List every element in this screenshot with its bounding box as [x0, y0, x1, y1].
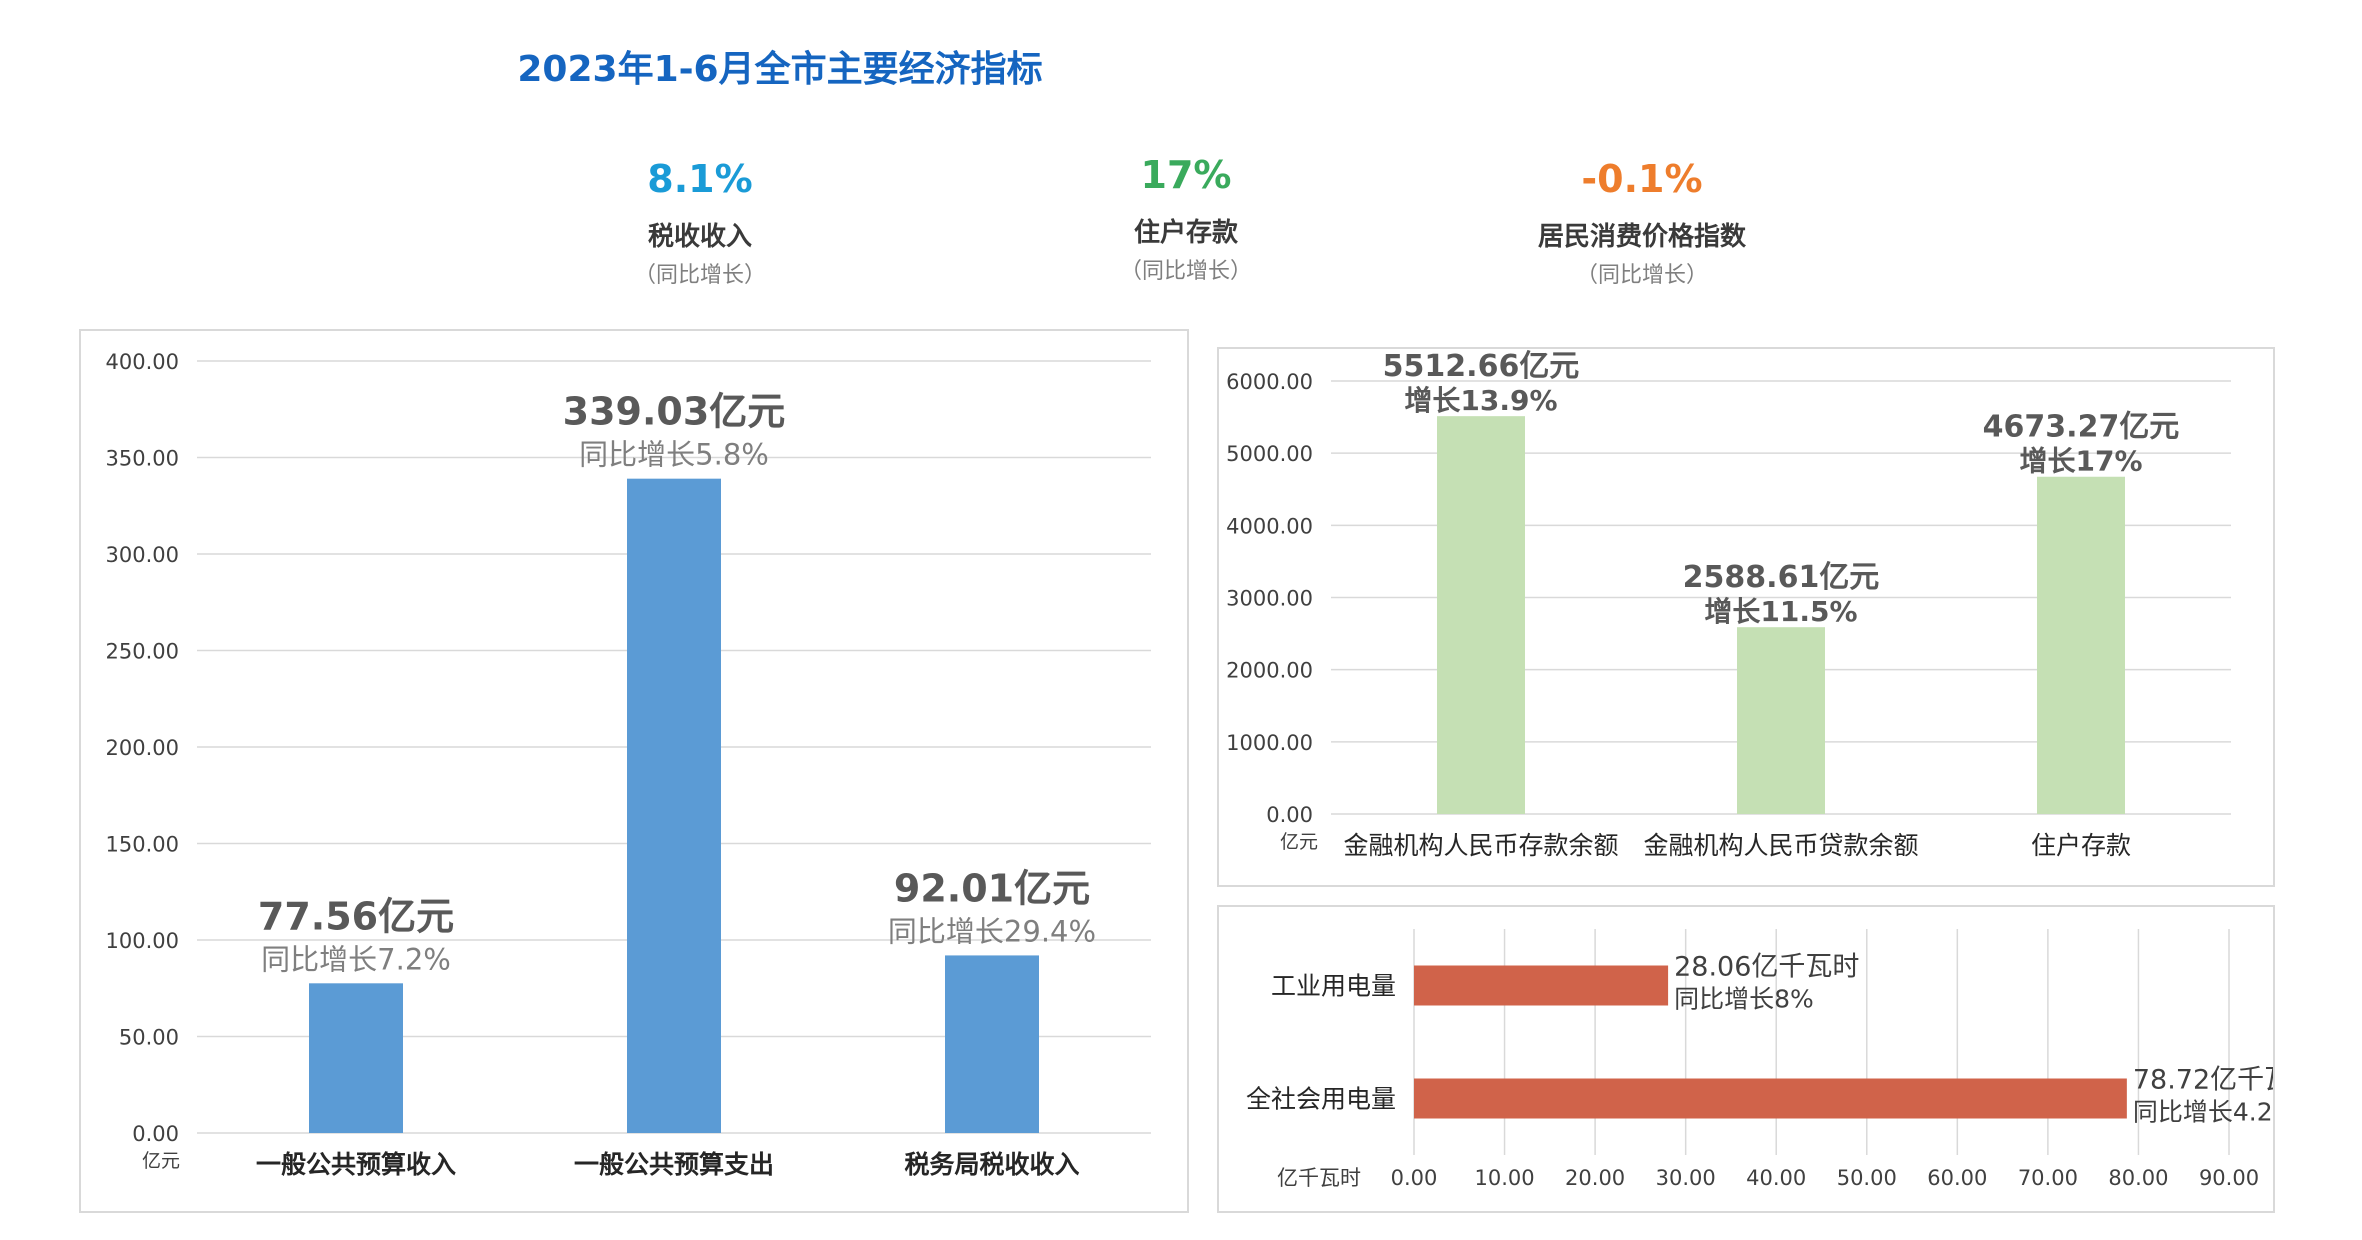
category-label: 住户存款: [2031, 831, 2131, 860]
y-tick-label: 4000.00: [1226, 514, 1313, 538]
kpi-sublabel: （同比增长）: [1575, 263, 1708, 288]
data-label: 4673.27亿元: [1983, 410, 2180, 445]
category-label: 一般公共预算支出: [574, 1150, 774, 1179]
kpi-value: -0.1%: [1581, 157, 1703, 201]
y-tick-label: 6000.00: [1226, 370, 1313, 394]
bar: [627, 478, 721, 1133]
electricity-chart-panel: 0.00 10.00 20.00 30.00 40.00 50.00 60.00 70.00 8…: [1217, 905, 2318, 1213]
data-label: 77.56亿元: [258, 894, 454, 938]
x-tick-label: 90.00: [2199, 1166, 2259, 1190]
y-tick-label: 200.00: [106, 736, 179, 760]
bar: [1737, 627, 1825, 814]
category-label: 一般公共预算收入: [256, 1150, 456, 1179]
budget-chart: 0.00 50.00 100.00 150.00 200.00 250.00 300.00 3…: [106, 350, 1151, 1179]
x-tick-label: 30.00: [1656, 1166, 1716, 1190]
x-tick-label: 70.00: [2018, 1166, 2078, 1190]
data-label: 92.01亿元: [894, 866, 1090, 910]
y-tick-label: 100.00: [106, 929, 179, 953]
x-unit-label: 亿千瓦时: [1277, 1166, 1361, 1190]
x-tick-label: 60.00: [1927, 1166, 1987, 1190]
kpi-cpi: -0.1% 居民消费价格指数 （同比增长）: [1462, 160, 1822, 289]
kpi-tax-revenue: 8.1% 税收收入 （同比增长）: [520, 160, 880, 289]
data-label: 339.03亿元: [563, 390, 786, 434]
growth-label: 同比增长4.2%: [2133, 1098, 2273, 1127]
bar: [1414, 1078, 2127, 1119]
x-tick-label: 80.00: [2108, 1166, 2168, 1190]
x-tick-label: 40.00: [1746, 1166, 1806, 1190]
kpi-value: 8.1%: [647, 157, 753, 201]
growth-label: 增长11.5%: [1704, 595, 1857, 628]
kpi-label: 住户存款: [1133, 218, 1238, 248]
y-tick-label: 50.00: [119, 1026, 179, 1050]
bar: [945, 955, 1039, 1133]
loans-deposits-chart: 0.00 1000.00 2000.00 3000.00 4000.00 5000.00 6…: [1226, 349, 2231, 860]
growth-label: 同比增长7.2%: [261, 942, 451, 976]
kpi-label: 税收收入: [647, 222, 752, 252]
bar: [1437, 416, 1525, 814]
y-tick-label: 300.00: [106, 543, 179, 567]
kpi-label: 居民消费价格指数: [1537, 222, 1746, 252]
y-tick-label: 5000.00: [1226, 442, 1313, 466]
category-label: 全社会用电量: [1246, 1085, 1396, 1114]
loans-deposits-chart-panel: 0.00 1000.00 2000.00 3000.00 4000.00 5000.00 6…: [1217, 347, 2275, 887]
y-tick-label: 3000.00: [1226, 587, 1313, 611]
y-tick-label: 0.00: [1266, 803, 1313, 827]
category-label: 金融机构人民币贷款余额: [1643, 831, 1918, 860]
data-label: 28.06亿千瓦时: [1674, 952, 1859, 983]
x-tick-label: 50.00: [1837, 1166, 1897, 1190]
y-unit-label: 亿元: [142, 1150, 180, 1172]
kpi-sublabel: （同比增长）: [633, 263, 766, 288]
bar: [309, 983, 403, 1133]
page-title: 2023年1-6月全市主要经济指标: [517, 49, 1043, 90]
y-tick-label: 150.00: [106, 833, 179, 857]
growth-label: 增长17%: [2019, 445, 2142, 478]
category-label: 税务局税收收入: [904, 1150, 1079, 1179]
x-tick-label: 10.00: [1474, 1166, 1534, 1190]
growth-label: 同比增长29.4%: [888, 914, 1096, 948]
category-label: 工业用电量: [1271, 972, 1396, 1001]
budget-chart-panel: 0.00 50.00 100.00 150.00 200.00 250.00 300.00 3…: [79, 329, 1189, 1213]
data-label: 78.72亿千瓦时: [2133, 1065, 2273, 1096]
growth-label: 增长13.9%: [1404, 384, 1557, 417]
kpi-household-deposits: 17% 住户存款 （同比增长）: [1006, 156, 1366, 285]
kpi-value: 17%: [1140, 153, 1232, 197]
data-label: 2588.61亿元: [1683, 560, 1880, 595]
electricity-chart: 0.00 10.00 20.00 30.00 40.00 50.00 60.00 70.00 8…: [1246, 929, 2318, 1190]
x-tick-label: 0.00: [1391, 1166, 1438, 1190]
bar: [1414, 965, 1669, 1006]
bar: [2037, 476, 2125, 814]
y-unit-label: 亿元: [1280, 831, 1318, 853]
y-tick-label: 400.00: [106, 350, 179, 374]
y-tick-label: 0.00: [132, 1122, 179, 1146]
growth-label: 同比增长8%: [1674, 985, 1814, 1014]
kpi-sublabel: （同比增长）: [1119, 259, 1252, 284]
y-tick-label: 350.00: [106, 447, 179, 471]
x-tick-label: 20.00: [1565, 1166, 1625, 1190]
category-label: 金融机构人民币存款余额: [1343, 831, 1618, 860]
y-tick-label: 1000.00: [1226, 731, 1313, 755]
y-tick-label: 2000.00: [1226, 659, 1313, 683]
data-label: 5512.66亿元: [1383, 349, 1580, 384]
growth-label: 同比增长5.8%: [579, 438, 769, 472]
y-tick-label: 250.00: [106, 640, 179, 664]
